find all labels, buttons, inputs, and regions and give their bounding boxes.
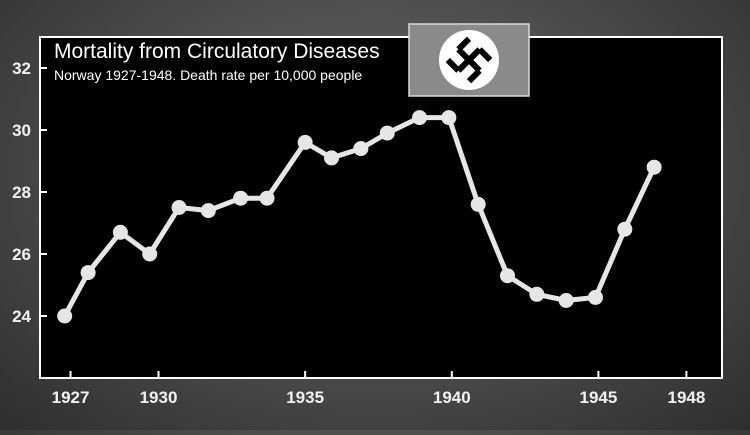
plot-panel	[39, 36, 723, 379]
flag-symbol-stroke	[456, 36, 472, 52]
y-tick-label: 26	[12, 245, 31, 264]
x-tick-label: 1927	[52, 388, 90, 407]
x-tick-label: 1935	[286, 388, 324, 407]
x-tick-label: 1940	[433, 388, 471, 407]
data-point	[324, 150, 340, 166]
flag-symbol-stroke	[477, 47, 493, 63]
swastika-flag-icon	[408, 23, 530, 97]
data-point	[353, 141, 369, 157]
data-point	[57, 308, 73, 324]
data-point	[259, 190, 275, 206]
data-point	[412, 110, 428, 126]
x-tick-label: 1948	[667, 388, 705, 407]
y-axis-ticks: 24 26 28 30 32	[12, 59, 47, 326]
data-point	[171, 200, 187, 215]
x-axis-ticks: 1927 1930 1935 1940 1945 1948	[52, 371, 705, 407]
y-tick-label: 28	[12, 183, 31, 202]
data-point	[80, 265, 96, 281]
flag-symbol	[445, 36, 493, 84]
data-point	[142, 246, 158, 262]
x-tick-label: 1945	[580, 388, 618, 407]
data-point	[587, 289, 603, 305]
data-point	[646, 159, 662, 175]
chart-title: Mortality from Circulatory Diseases	[54, 40, 380, 63]
data-point	[617, 221, 633, 237]
data-point	[441, 110, 457, 126]
data-point	[470, 196, 486, 212]
data-point	[297, 134, 313, 150]
data-point	[233, 190, 249, 206]
y-tick-label: 32	[12, 59, 31, 78]
data-points-layer	[57, 110, 662, 324]
flag-symbol-stroke	[445, 57, 461, 73]
data-point	[112, 224, 128, 240]
y-tick-label: 24	[12, 307, 31, 326]
chart-subtitle: Norway 1927-1948. Death rate per 10,000 …	[54, 67, 362, 83]
x-tick-label: 1930	[140, 388, 178, 407]
flag-symbol-stroke	[466, 68, 482, 84]
data-point	[200, 203, 216, 219]
y-tick-label: 30	[12, 121, 31, 140]
flag-symbol-stroke	[456, 47, 482, 73]
data-point	[558, 293, 574, 308]
data-point	[529, 286, 545, 302]
data-point	[379, 125, 395, 141]
data-point	[500, 268, 516, 284]
